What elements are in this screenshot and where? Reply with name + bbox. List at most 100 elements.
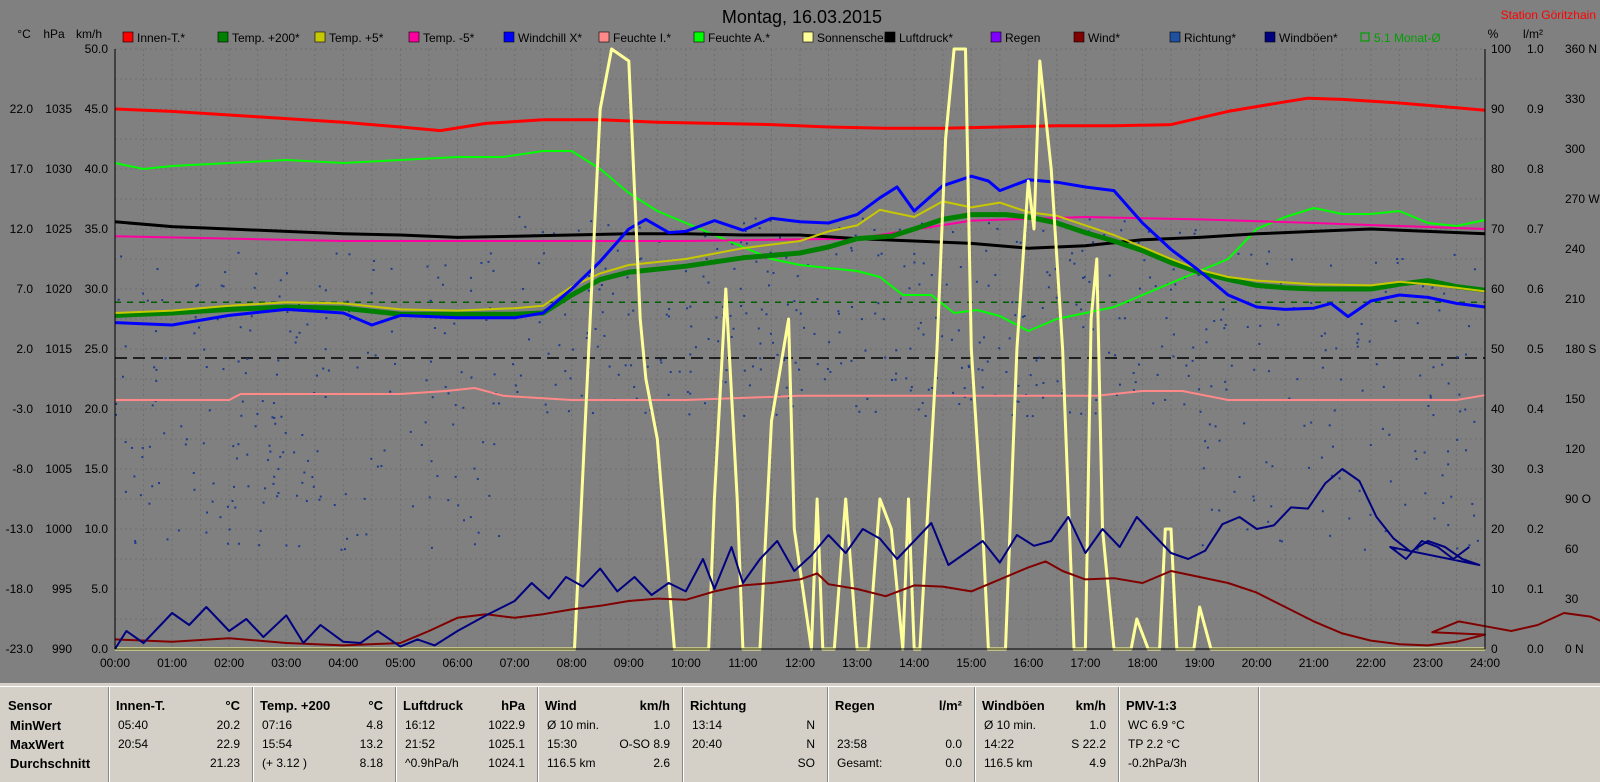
rain-tick-label: 0.7 — [1527, 222, 1544, 236]
stats-column-unit: °C — [368, 698, 383, 713]
direction-dot — [861, 217, 864, 220]
direction-dot — [498, 402, 501, 405]
x-tick-label: 18:00 — [1127, 656, 1157, 670]
direction-dot — [1267, 520, 1270, 523]
direction-tick-label: 210 — [1565, 292, 1585, 306]
direction-dot — [1329, 534, 1332, 537]
legend-item[interactable]: Regen — [990, 31, 1040, 45]
direction-dot — [1456, 547, 1459, 550]
direction-dot — [882, 318, 885, 321]
direction-dot — [769, 332, 772, 335]
direction-dot — [823, 378, 826, 381]
direction-dot — [1321, 510, 1324, 513]
direction-dot — [1465, 353, 1468, 356]
direction-dot — [1198, 388, 1201, 391]
direction-dot — [460, 371, 463, 374]
legend-item[interactable]: Windböen* — [1264, 31, 1338, 45]
stats-value: 21.23 — [209, 756, 240, 770]
direction-dot — [546, 411, 549, 414]
direction-dot — [558, 344, 561, 347]
direction-dot — [1369, 513, 1372, 516]
direction-dot — [724, 381, 727, 384]
legend-item[interactable]: 5.1 Monat-Ø — [1360, 31, 1441, 45]
direction-dot — [1008, 337, 1011, 340]
direction-dot — [1375, 363, 1378, 366]
direction-dot — [205, 531, 208, 534]
legend-swatch — [408, 31, 420, 43]
legend-item[interactable]: Luftdruck* — [884, 31, 953, 45]
direction-dot — [1047, 286, 1050, 289]
legend-item[interactable]: Temp. +200* — [217, 31, 300, 45]
direction-dot — [667, 393, 670, 396]
direction-dot — [567, 410, 570, 413]
stats-value: 20.2 — [216, 718, 240, 732]
legend-item[interactable]: Innen-T.* — [122, 31, 185, 45]
direction-dot — [1082, 326, 1085, 329]
direction-dot — [981, 386, 984, 389]
direction-dot — [487, 260, 490, 263]
direction-dot — [1015, 240, 1018, 243]
direction-dot — [255, 272, 258, 275]
x-tick-label: 10:00 — [671, 656, 701, 670]
direction-dot — [880, 252, 883, 255]
direction-dot — [234, 506, 237, 509]
direction-dot — [748, 384, 751, 387]
direction-dot — [564, 370, 567, 373]
direction-dot — [590, 220, 593, 223]
legend-item[interactable]: Feuchte A.* — [693, 31, 770, 45]
x-tick-label: 08:00 — [557, 656, 587, 670]
direction-dot — [237, 542, 240, 545]
legend-item[interactable]: Feuchte I.* — [598, 31, 671, 45]
direction-dot — [1218, 509, 1221, 512]
direction-dot — [793, 300, 796, 303]
direction-dot — [212, 482, 215, 485]
direction-dot — [158, 482, 161, 485]
direction-dot — [917, 408, 920, 411]
temp-tick-label: 22.0 — [10, 102, 34, 116]
direction-dot — [349, 317, 352, 320]
direction-dot — [1361, 389, 1364, 392]
direction-dot — [365, 533, 368, 536]
direction-dot — [1348, 517, 1351, 520]
legend-item[interactable]: Richtung* — [1169, 31, 1236, 45]
direction-dot — [1321, 366, 1324, 369]
legend-item[interactable]: Wind* — [1073, 31, 1120, 45]
stats-row: 116.5 km 2.6 — [537, 756, 682, 775]
direction-tick-label: 150 — [1565, 392, 1585, 406]
direction-dot — [627, 313, 630, 316]
stats-row: WC 6.9 °C — [1118, 718, 1258, 737]
direction-dot — [1205, 341, 1208, 344]
direction-dot — [985, 249, 988, 252]
stats-row: 15:30 O-SO 8.9 — [537, 737, 682, 756]
stats-value: 1022.9 — [488, 718, 525, 732]
direction-dot — [850, 359, 853, 362]
stats-value: 0.0 — [945, 737, 962, 751]
legend-swatch — [1360, 32, 1370, 42]
direction-dot — [1031, 415, 1034, 418]
direction-dot — [1447, 463, 1450, 466]
direction-dot — [1401, 258, 1404, 261]
direction-dot — [470, 376, 473, 379]
direction-dot — [813, 332, 816, 335]
direction-dot — [1396, 261, 1399, 264]
legend-item[interactable]: Temp. +5* — [314, 31, 384, 45]
direction-dot — [1456, 438, 1459, 441]
stats-column-header: Richtung — [690, 698, 747, 713]
direction-dot — [1330, 264, 1333, 267]
direction-dot — [1041, 306, 1044, 309]
direction-dot — [542, 252, 545, 255]
percent-tick-label: 80 — [1491, 162, 1505, 176]
direction-dot — [1035, 384, 1038, 387]
direction-dot — [1266, 262, 1269, 265]
direction-dot — [344, 548, 347, 551]
legend-item[interactable]: Sonnenschein — [802, 31, 893, 45]
wind-tick-label: 15.0 — [85, 462, 109, 476]
legend[interactable]: Innen-T.* Temp. +200* Temp. +5* Temp. -5* Wi… — [122, 31, 1441, 45]
legend-label: Richtung* — [1184, 31, 1236, 45]
direction-dot — [765, 313, 768, 316]
legend-item[interactable]: Windchill X* — [503, 31, 582, 45]
direction-dot — [1095, 399, 1098, 402]
direction-dot — [247, 485, 250, 488]
legend-item[interactable]: Temp. -5* — [408, 31, 475, 45]
percent-tick-label: 10 — [1491, 582, 1505, 596]
